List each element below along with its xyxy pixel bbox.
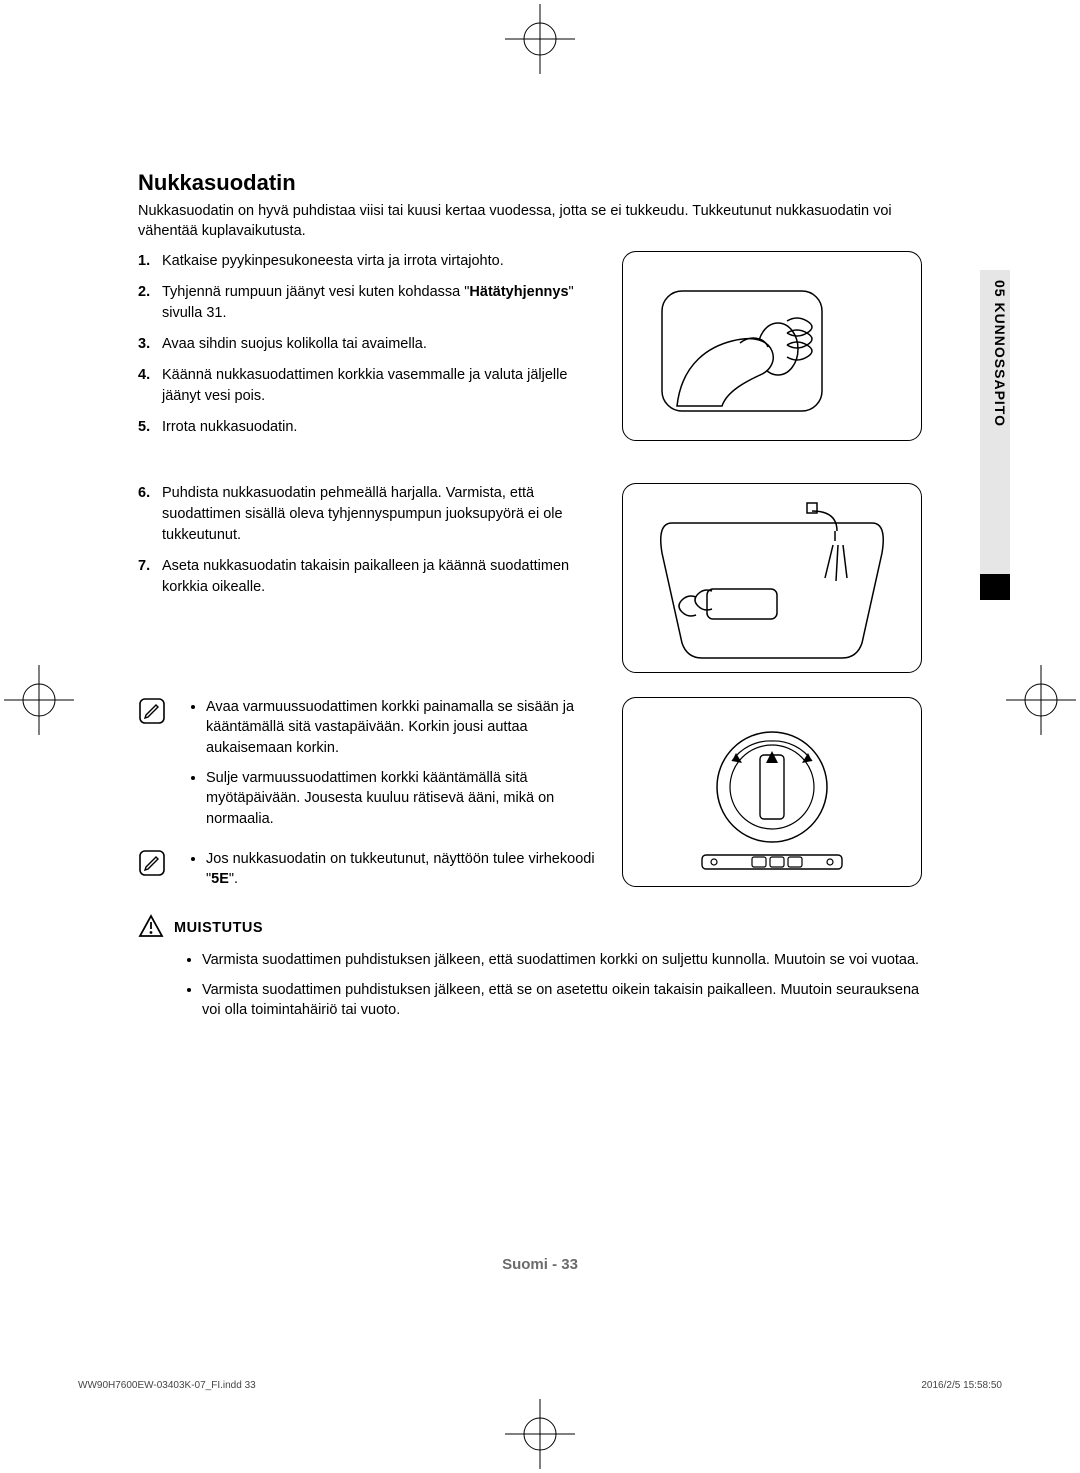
reg-mark-bottom [505, 1399, 575, 1469]
note-icon [138, 849, 166, 900]
note1-bullet-1: Avaa varmuussuodattimen korkki painamall… [206, 697, 598, 758]
imprint-filename: WW90H7600EW-03403K-07_FI.indd 33 [78, 1380, 256, 1391]
reg-mark-top [505, 4, 575, 74]
caution-bullet-2: Varmista suodattimen puhdistuksen jälkee… [202, 980, 938, 1021]
step-4: Käännä nukkasuodattimen korkkia vasemmal… [138, 365, 598, 407]
section-title: Nukkasuodatin [138, 170, 938, 196]
figure-clean-filter [622, 483, 922, 673]
note2-bullet-1: Jos nukkasuodatin on tukkeutunut, näyttö… [206, 849, 598, 890]
imprint-timestamp: 2016/2/5 15:58:50 [921, 1380, 1002, 1391]
intro-paragraph: Nukkasuodatin on hyvä puhdistaa viisi ta… [138, 202, 938, 241]
step-6: Puhdista nukkasuodatin pehmeällä harjall… [138, 483, 598, 546]
reg-mark-left [4, 665, 74, 735]
figure-remove-filter [622, 251, 922, 441]
page: 05 KUNNOSSAPITO Nukkasuodatin Nukkasuoda… [0, 0, 1080, 1473]
section-tab-marker [980, 574, 1010, 600]
content-area: Nukkasuodatin Nukkasuodatin on hyvä puhd… [138, 170, 938, 1030]
section-tab-label: 05 KUNNOSSAPITO [982, 280, 1008, 440]
step-5: Irrota nukkasuodatin. [138, 417, 598, 438]
page-footer: Suomi - 33 [0, 1256, 1080, 1273]
step-2: Tyhjennä rumpuun jäänyt vesi kuten kohda… [138, 282, 598, 324]
caution-bullet-1: Varmista suodattimen puhdistuksen jälkee… [202, 950, 938, 970]
note1-bullet-2: Sulje varmuussuodattimen korkki kääntämä… [206, 768, 598, 829]
step-3: Avaa sihdin suojus kolikolla tai avaimel… [138, 334, 598, 355]
step-7: Aseta nukkasuodatin takaisin paikalleen … [138, 556, 598, 598]
reg-mark-right [1006, 665, 1076, 735]
note-icon [138, 697, 166, 839]
step-1: Katkaise pyykinpesukoneesta virta ja irr… [138, 251, 598, 272]
caution-heading: MUISTUTUS [174, 920, 263, 936]
figure-filter-cap [622, 697, 922, 887]
caution-icon [138, 914, 164, 942]
